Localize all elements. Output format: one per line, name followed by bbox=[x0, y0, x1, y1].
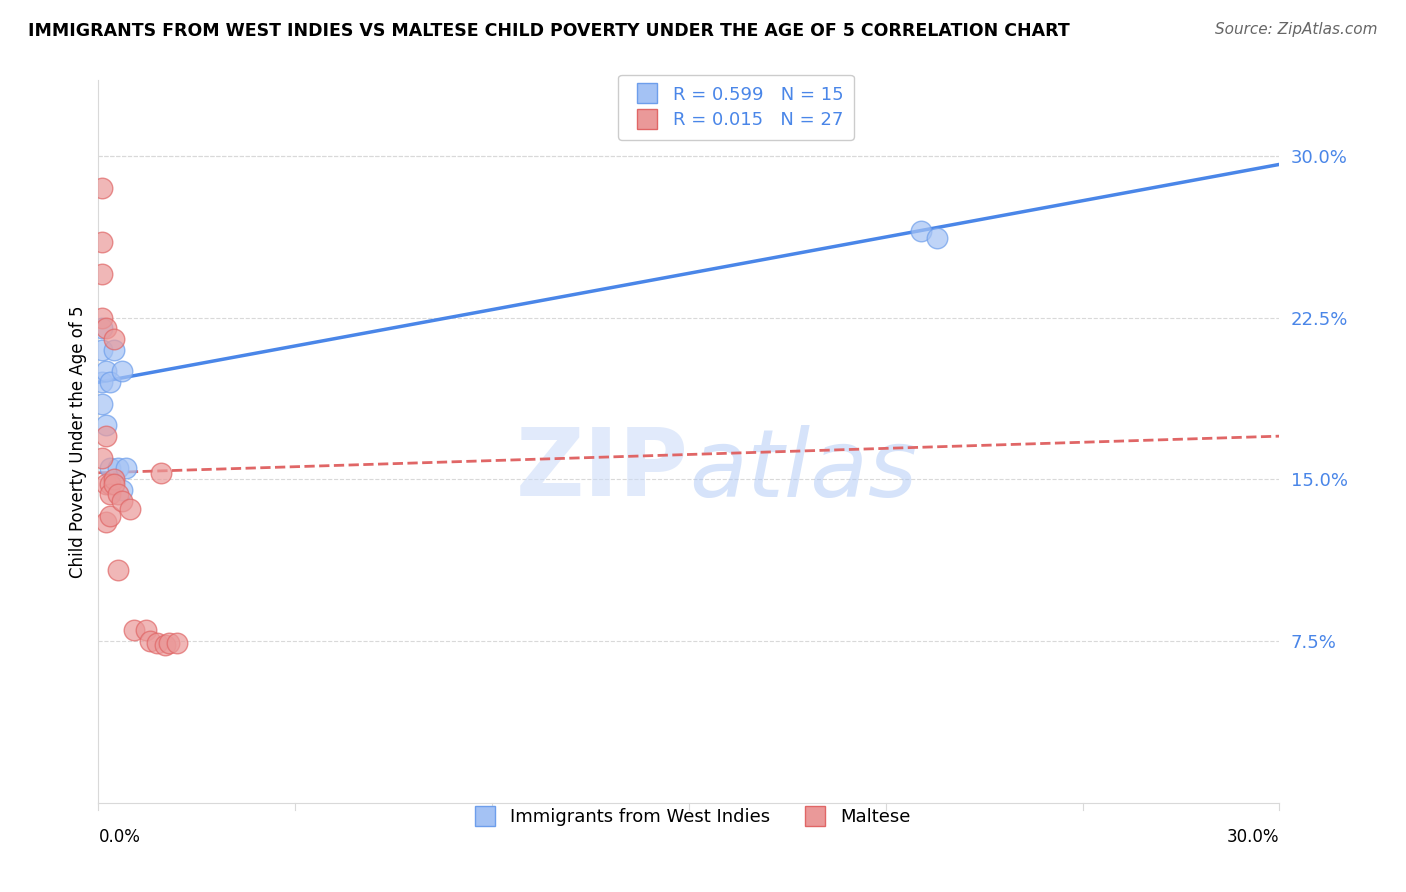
Point bbox=[166, 636, 188, 650]
Point bbox=[103, 343, 125, 357]
Point bbox=[122, 624, 145, 638]
Point bbox=[107, 487, 129, 501]
Point bbox=[157, 636, 180, 650]
Point bbox=[91, 181, 114, 195]
Point bbox=[91, 268, 114, 282]
Point bbox=[111, 493, 134, 508]
Point bbox=[91, 343, 114, 357]
Point bbox=[96, 516, 118, 530]
Text: IMMIGRANTS FROM WEST INDIES VS MALTESE CHILD POVERTY UNDER THE AGE OF 5 CORRELAT: IMMIGRANTS FROM WEST INDIES VS MALTESE C… bbox=[28, 22, 1070, 40]
Point bbox=[91, 450, 114, 465]
Text: Source: ZipAtlas.com: Source: ZipAtlas.com bbox=[1215, 22, 1378, 37]
Point bbox=[111, 483, 134, 497]
Point bbox=[118, 502, 141, 516]
Point bbox=[103, 332, 125, 346]
Point bbox=[98, 376, 121, 390]
Point bbox=[91, 321, 114, 335]
Point bbox=[138, 634, 160, 648]
Point bbox=[135, 624, 157, 638]
Text: ZIP: ZIP bbox=[516, 425, 689, 516]
Point bbox=[150, 466, 173, 480]
Point bbox=[155, 638, 177, 652]
Point bbox=[146, 636, 169, 650]
Point bbox=[98, 461, 121, 475]
Text: atlas: atlas bbox=[689, 425, 917, 516]
Text: 30.0%: 30.0% bbox=[1227, 828, 1279, 847]
Point bbox=[96, 429, 118, 443]
Legend: Immigrants from West Indies, Maltese: Immigrants from West Indies, Maltese bbox=[460, 801, 918, 833]
Point bbox=[91, 310, 114, 325]
Point bbox=[98, 476, 121, 491]
Point bbox=[910, 224, 932, 238]
Point bbox=[96, 476, 118, 491]
Point bbox=[98, 508, 121, 523]
Point bbox=[96, 418, 118, 433]
Point bbox=[98, 487, 121, 501]
Point bbox=[96, 364, 118, 378]
Point bbox=[103, 476, 125, 491]
Point bbox=[91, 397, 114, 411]
Point bbox=[91, 376, 114, 390]
Point bbox=[96, 321, 118, 335]
Point bbox=[107, 461, 129, 475]
Point bbox=[91, 235, 114, 249]
Point bbox=[115, 461, 138, 475]
Y-axis label: Child Poverty Under the Age of 5: Child Poverty Under the Age of 5 bbox=[69, 305, 87, 578]
Point bbox=[111, 364, 134, 378]
Point bbox=[925, 231, 948, 245]
Point bbox=[107, 563, 129, 577]
Text: 0.0%: 0.0% bbox=[98, 828, 141, 847]
Point bbox=[103, 472, 125, 486]
